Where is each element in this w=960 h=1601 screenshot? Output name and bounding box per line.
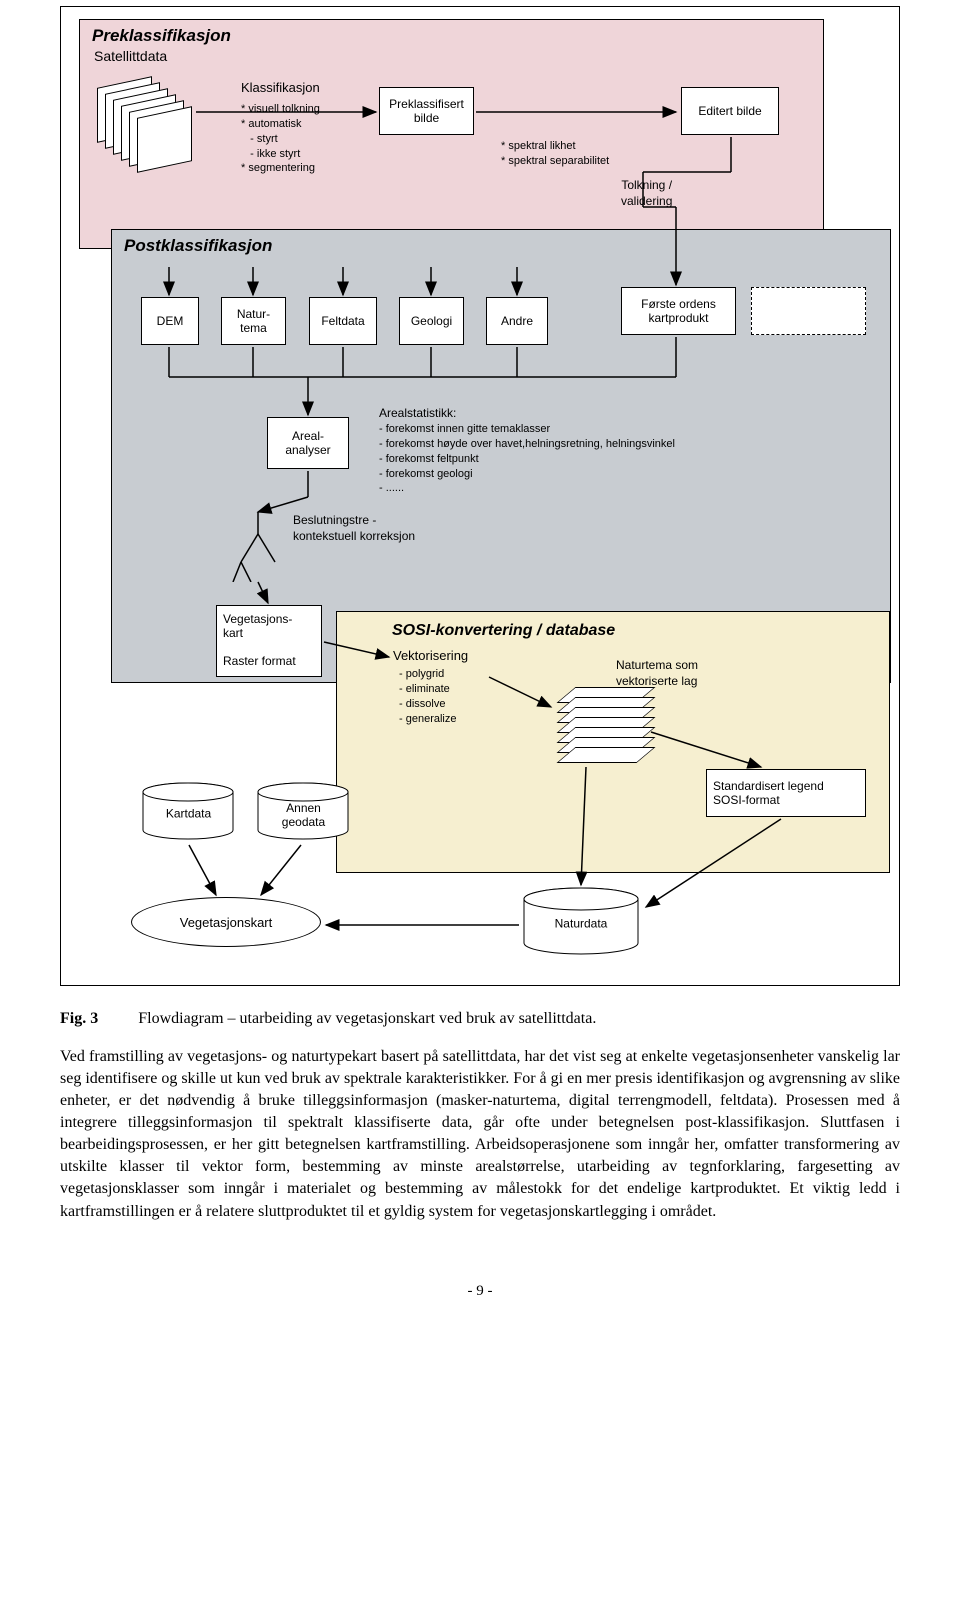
kartdata-cylinder: Kartdata (141, 782, 236, 842)
editert-box: Editert bilde (681, 87, 779, 135)
vegetasjonskart-ellipse: Vegetasjonskart (131, 897, 321, 947)
post-title: Postklassifikasjon (124, 236, 272, 256)
pre-title: Preklassifikasjon (92, 26, 231, 46)
vektorisering-title: Vektorisering (393, 647, 468, 665)
pre-subtitle: Satellittdata (94, 48, 167, 64)
decision-tree-icon (231, 512, 286, 587)
klass-list: * visuell tolkning * automatisk - styrt … (241, 102, 320, 176)
preklass-box: Preklassifisert bilde (379, 87, 474, 135)
vektorisering-list: - polygrid - eliminate - dissolve - gene… (399, 667, 456, 726)
arealstat-title: Arealstatistikk: (379, 405, 456, 421)
forste-box-dash (751, 287, 866, 335)
naturtema-layers-label: Naturtema som vektoriserte lag (616, 657, 698, 689)
body-paragraph: Ved framstilling av vegetasjons- og natu… (60, 1046, 900, 1223)
forste-box: Første ordens kartprodukt (621, 287, 736, 335)
feltdata-box: Feltdata (309, 297, 377, 345)
naturdata-cylinder: Naturdata (521, 887, 641, 957)
veg-raster-box: Vegetasjons- kart Raster format (216, 605, 322, 677)
naturtema-box: Natur- tema (221, 297, 286, 345)
annen-geodata-cylinder: Annen geodata (256, 782, 351, 842)
figure-caption: Fig. 3Flowdiagram – utarbeiding av veget… (60, 1010, 900, 1028)
page-number: - 9 - (60, 1283, 900, 1300)
tolkning-label: Tolkning / validering (621, 177, 672, 209)
geologi-box: Geologi (399, 297, 464, 345)
beslutning-label: Beslutningstre - kontekstuell korreksjon (293, 512, 415, 544)
areal-analyser-box: Areal- analyser (267, 417, 349, 469)
dem-box: DEM (141, 297, 199, 345)
andre-box: Andre (486, 297, 548, 345)
klass-title: Klassifikasjon (241, 79, 320, 97)
legend-box: Standardisert legend SOSI-format (706, 769, 866, 817)
sosi-title: SOSI-konvertering / database (392, 622, 615, 640)
spektral-list: * spektral likhet * spektral separabilit… (501, 139, 609, 169)
arealstat-list: - forekomst innen gitte temaklasser - fo… (379, 422, 675, 496)
diagram-frame: Preklassifikasjon Satellittdata Postklas… (60, 6, 900, 986)
